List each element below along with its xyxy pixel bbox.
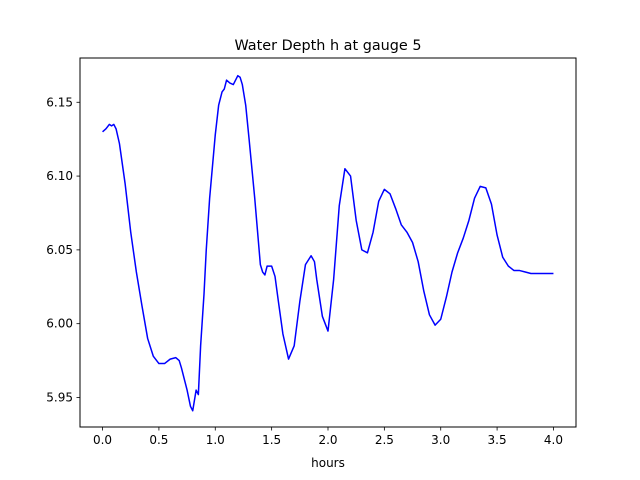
plot-area-frame bbox=[79, 57, 577, 428]
x-tick-label: 2.0 bbox=[318, 433, 337, 447]
y-tick-label: 6.00 bbox=[46, 317, 73, 331]
x-tick-label: 2.5 bbox=[375, 433, 394, 447]
series-layer bbox=[102, 74, 554, 412]
x-tick-label: 0.0 bbox=[93, 433, 112, 447]
x-tick-label: 4.0 bbox=[544, 433, 563, 447]
x-axis-ticks: 0.0 0.5 1.0 1.5 2.0 2.5 3.0 3.5 4.0 bbox=[93, 427, 563, 447]
y-tick-label: 5.95 bbox=[46, 390, 73, 404]
x-tick-label: 0.5 bbox=[149, 433, 168, 447]
y-tick-label: 6.05 bbox=[46, 243, 73, 257]
x-tick-label: 3.0 bbox=[431, 433, 450, 447]
x-axis-label: hours bbox=[311, 456, 345, 470]
chart-title: Water Depth h at gauge 5 bbox=[234, 38, 421, 54]
x-tick-label: 3.5 bbox=[488, 433, 507, 447]
y-tick-label: 6.15 bbox=[46, 95, 73, 109]
y-tick-label: 6.10 bbox=[46, 169, 73, 183]
x-tick-label: 1.5 bbox=[262, 433, 281, 447]
series-line-0 bbox=[102, 74, 554, 412]
y-axis-ticks: 5.95 6.00 6.05 6.10 6.15 bbox=[46, 95, 80, 404]
x-tick-label: 1.0 bbox=[206, 433, 225, 447]
